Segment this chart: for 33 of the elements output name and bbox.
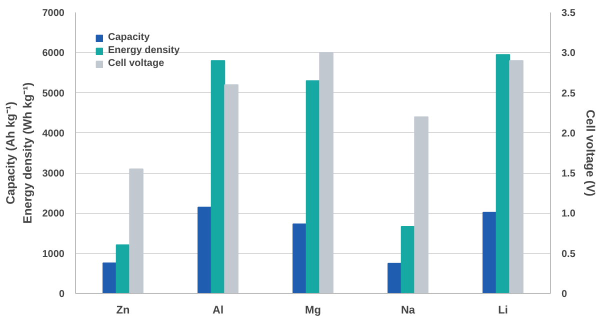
- y2-tick-label: 0: [562, 289, 568, 300]
- x-tick-label: Na: [400, 304, 416, 316]
- x-tick-label: Mg: [305, 304, 321, 316]
- y2-tick-label: 0.5: [562, 248, 576, 260]
- y-tick-label: 3000: [42, 168, 65, 180]
- bar: [292, 224, 307, 294]
- y2-tick-label: 2.5: [562, 88, 576, 100]
- legend-label: Energy density: [108, 45, 180, 56]
- y2-tick-label: 1.0: [562, 208, 576, 220]
- y-tick-label: 0: [58, 289, 65, 300]
- y-tick-label: 7000: [42, 8, 65, 19]
- bar: [102, 262, 117, 294]
- x-tick-label: Al: [212, 304, 224, 316]
- y2-tick-label: 2.0: [562, 128, 576, 140]
- bar: [388, 262, 402, 294]
- y-axis-title: Capacity (Ah kg⁻¹) Energy density (Wh kg⁻¹): [3, 82, 34, 224]
- bar: [414, 116, 428, 294]
- bar: [129, 168, 144, 294]
- y-tick-label: 4000: [42, 128, 65, 140]
- bar: [482, 212, 497, 294]
- y-tick-label: 1000: [42, 248, 65, 260]
- bar: [198, 206, 212, 294]
- y2-tick-label: 3.0: [562, 48, 576, 60]
- y-tick-label: 5000: [42, 88, 65, 100]
- legend-label: Capacity: [108, 32, 150, 43]
- y2-axis-title: Cell voltage (V): [583, 110, 598, 196]
- x-tick-label: Zn: [116, 304, 130, 316]
- x-tick-label: Li: [498, 304, 508, 316]
- y-tick-label: 2000: [42, 208, 65, 220]
- y-tick-label: 6000: [42, 48, 65, 60]
- y2-tick-label: 3.5: [562, 8, 576, 19]
- legend-label: Cell voltage: [108, 58, 164, 69]
- y2-tick-label: 1.5: [562, 168, 576, 180]
